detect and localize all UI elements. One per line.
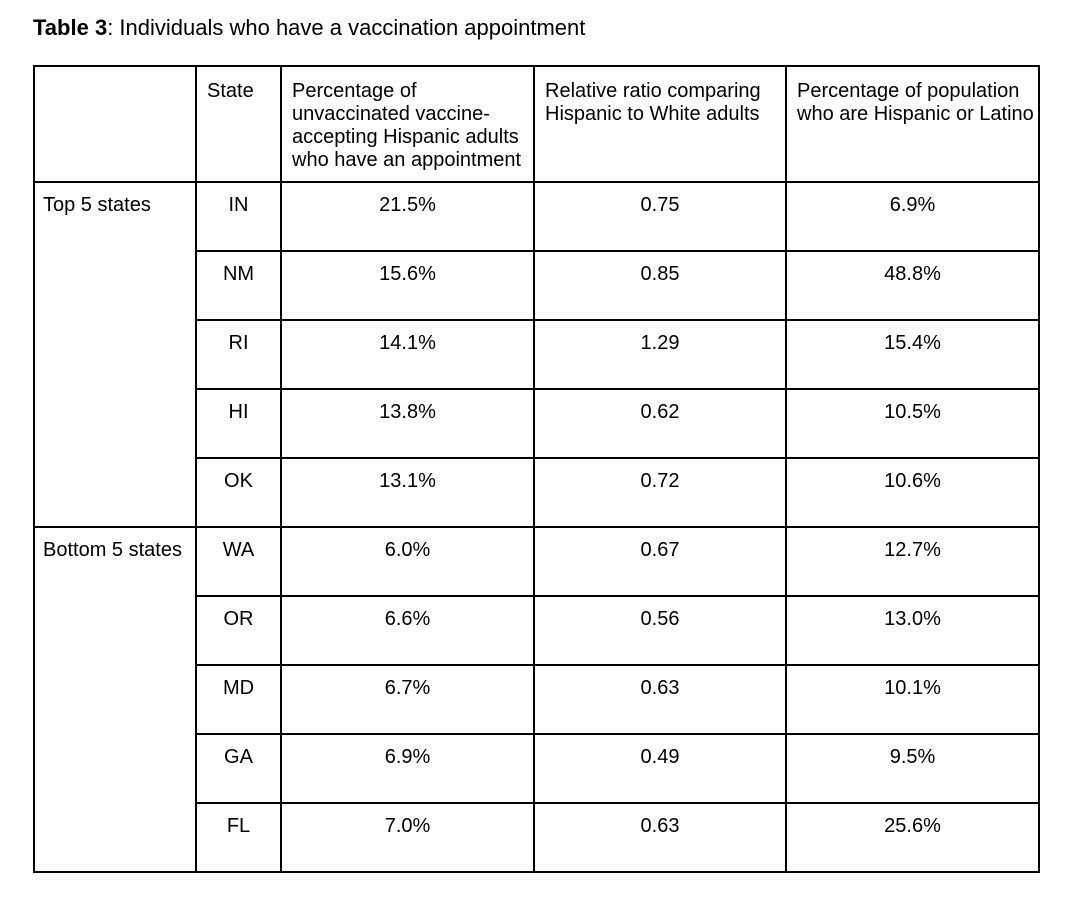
table-title: Table 3: Individuals who have a vaccinat… <box>33 15 1039 41</box>
relative-ratio-cell: 0.63 <box>533 802 787 873</box>
relative-ratio-cell: 1.29 <box>533 319 787 390</box>
table-row: NM 15.6% 0.85 48.8% <box>34 250 1040 321</box>
table-row: OK 13.1% 0.72 10.6% <box>34 457 1040 528</box>
table-row: HI 13.8% 0.62 10.5% <box>34 388 1040 459</box>
relative-ratio-cell: 0.85 <box>533 250 787 321</box>
pct-appointment-cell: 21.5% <box>280 181 535 252</box>
table-row: RI 14.1% 1.29 15.4% <box>34 319 1040 390</box>
pct-hispanic-cell: 15.4% <box>785 319 1040 390</box>
state-cell: FL <box>195 802 282 873</box>
header-state: State <box>195 65 282 183</box>
pct-hispanic-cell: 6.9% <box>785 181 1040 252</box>
header-pct-appointment: Percentage of unvaccinated vaccine- acce… <box>280 65 535 183</box>
table-row: MD 6.7% 0.63 10.1% <box>34 664 1040 735</box>
pct-appointment-cell: 13.1% <box>280 457 535 528</box>
pct-hispanic-cell: 25.6% <box>785 802 1040 873</box>
state-cell: RI <box>195 319 282 390</box>
state-cell: NM <box>195 250 282 321</box>
relative-ratio-cell: 0.67 <box>533 526 787 597</box>
vaccination-appointment-table: State Percentage of unvaccinated vaccine… <box>33 65 1040 873</box>
header-blank <box>33 65 197 183</box>
pct-appointment-cell: 13.8% <box>280 388 535 459</box>
pct-appointment-cell: 6.0% <box>280 526 535 597</box>
table-title-caption: : Individuals who have a vaccination app… <box>107 15 586 40</box>
table-row: Bottom 5 states WA 6.0% 0.67 12.7% <box>33 526 1040 873</box>
pct-appointment-cell: 14.1% <box>280 319 535 390</box>
header-relative-ratio: Relative ratio comparing Hispanic to Whi… <box>533 65 787 183</box>
pct-hispanic-cell: 9.5% <box>785 733 1040 804</box>
relative-ratio-cell: 0.62 <box>533 388 787 459</box>
state-cell: HI <box>195 388 282 459</box>
pct-hispanic-cell: 10.1% <box>785 664 1040 735</box>
state-cell: GA <box>195 733 282 804</box>
pct-appointment-cell: 6.6% <box>280 595 535 666</box>
pct-hispanic-cell: 48.8% <box>785 250 1040 321</box>
table-row: GA 6.9% 0.49 9.5% <box>34 733 1040 804</box>
relative-ratio-cell: 0.72 <box>533 457 787 528</box>
state-cell: MD <box>195 664 282 735</box>
header-pct-hispanic: Percentage of population who are Hispani… <box>785 65 1040 183</box>
table-row: Top 5 states IN 21.5% 0.75 6.9% <box>33 181 1040 528</box>
table-title-label: Table 3 <box>33 15 108 40</box>
table-row: OR 6.6% 0.56 13.0% <box>34 595 1040 666</box>
group-label-bottom5: Bottom 5 states <box>33 526 197 873</box>
pct-hispanic-cell: 10.5% <box>785 388 1040 459</box>
header-row: State Percentage of unvaccinated vaccine… <box>33 65 1040 183</box>
state-cell: IN <box>195 181 282 252</box>
state-cell: OK <box>195 457 282 528</box>
relative-ratio-cell: 0.49 <box>533 733 787 804</box>
pct-appointment-cell: 15.6% <box>280 250 535 321</box>
pct-appointment-cell: 6.9% <box>280 733 535 804</box>
relative-ratio-cell: 0.75 <box>533 181 787 252</box>
pct-hispanic-cell: 13.0% <box>785 595 1040 666</box>
table-row: FL 7.0% 0.63 25.6% <box>34 802 1040 873</box>
state-cell: OR <box>195 595 282 666</box>
pct-hispanic-cell: 12.7% <box>785 526 1040 597</box>
relative-ratio-cell: 0.63 <box>533 664 787 735</box>
pct-appointment-cell: 7.0% <box>280 802 535 873</box>
pct-hispanic-cell: 10.6% <box>785 457 1040 528</box>
pct-appointment-cell: 6.7% <box>280 664 535 735</box>
state-cell: WA <box>195 526 282 597</box>
group-label-top5: Top 5 states <box>33 181 197 528</box>
relative-ratio-cell: 0.56 <box>533 595 787 666</box>
